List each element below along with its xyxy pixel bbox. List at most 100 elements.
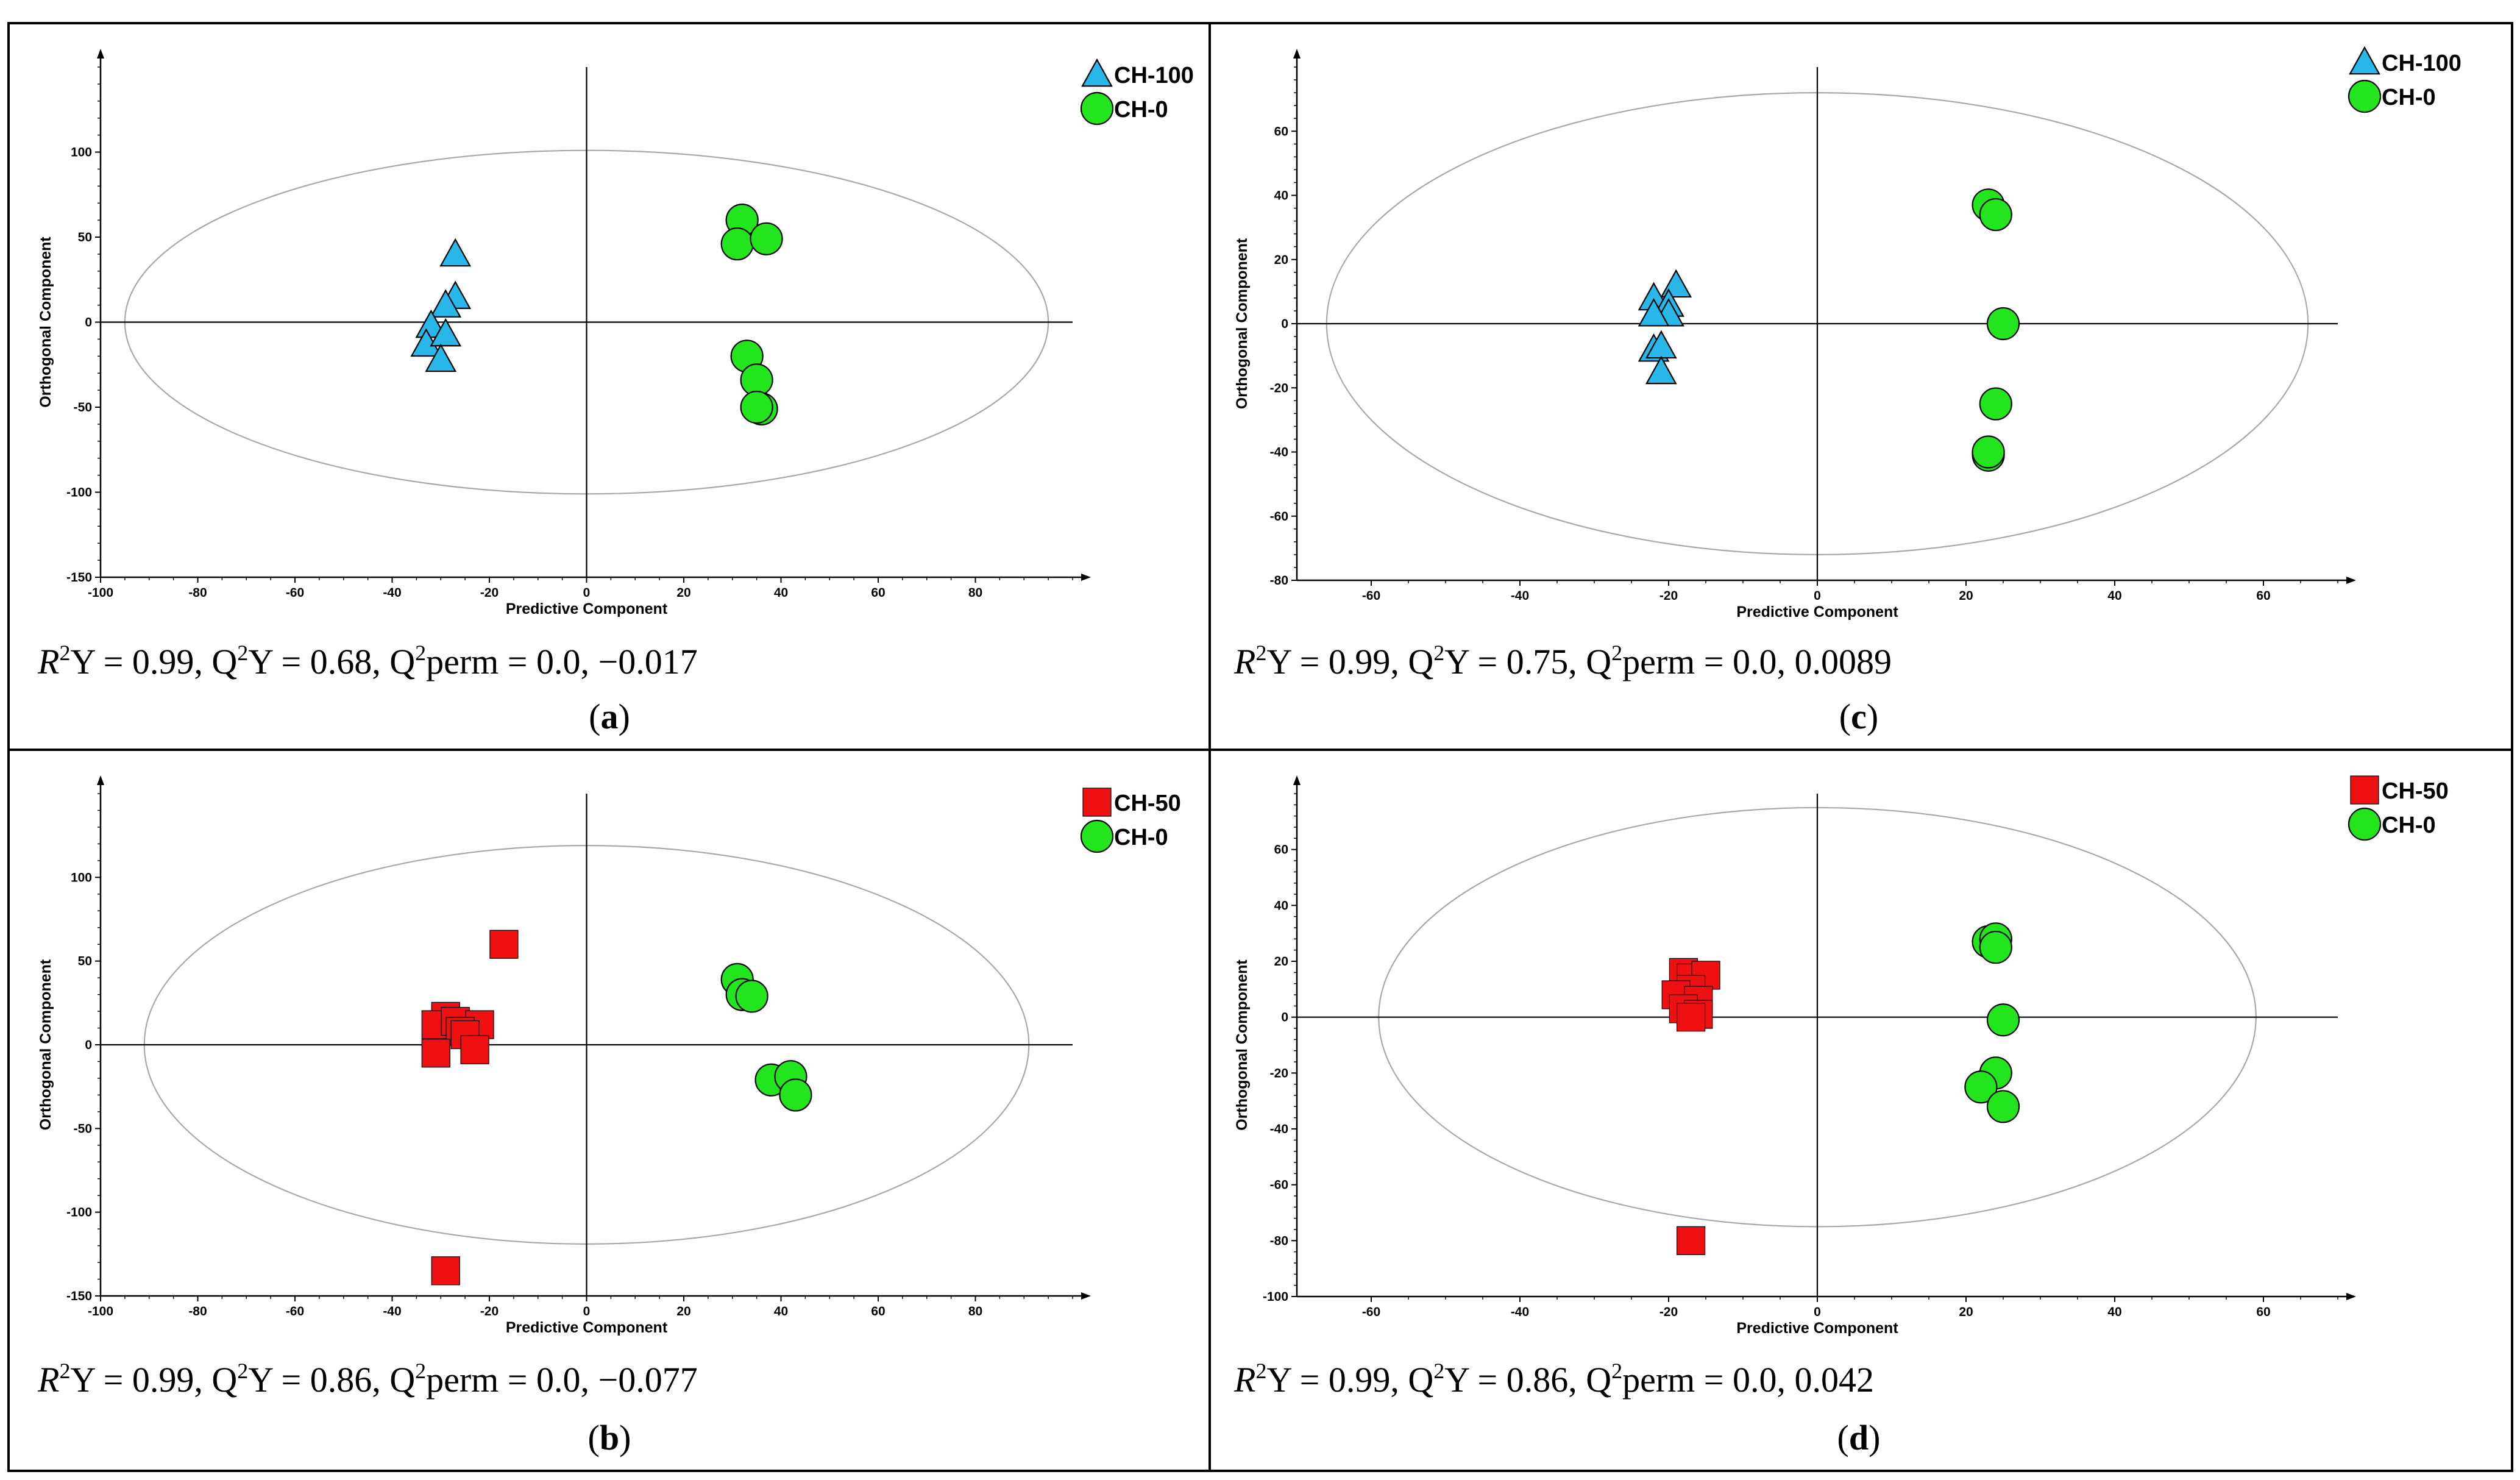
y-tick-label: 60 <box>1274 843 1288 857</box>
x-tick-label: -60 <box>286 1304 304 1318</box>
legend-marker-ch-100 <box>2349 46 2380 75</box>
x-tick-label: -60 <box>1362 1305 1380 1319</box>
x-tick-label: 40 <box>2107 589 2121 603</box>
x-tick-label: -100 <box>88 1304 113 1318</box>
legend-marker-ch-50 <box>2350 775 2379 805</box>
y-tick-label: -20 <box>1270 381 1288 395</box>
y-tick-label: 0 <box>1281 1011 1288 1025</box>
x-tick-label: -20 <box>1659 589 1678 603</box>
data-point-ch-0 <box>1986 1090 2020 1123</box>
y-tick-label: -40 <box>1270 446 1288 460</box>
data-point-ch-50 <box>431 1256 460 1286</box>
y-tick-label: -150 <box>66 1289 92 1303</box>
x-tick-label: 60 <box>2256 1305 2270 1319</box>
data-point-ch-0 <box>1972 435 2005 469</box>
panel-a: -100 -80 -60 -40 -20 0 20 40 60 80-150-100-500501… <box>37 49 1194 736</box>
data-point-ch-100 <box>430 318 462 347</box>
y-tick-label: 0 <box>85 316 92 330</box>
x-axis-title: Predictive Component <box>1736 603 1898 621</box>
y-tick-label: -40 <box>1270 1122 1288 1136</box>
data-point-ch-0 <box>779 1078 812 1112</box>
stats-line: R2Y = 0.99, Q2Y = 0.68, Q2perm = 0.0, −0… <box>37 641 698 681</box>
legend-label-ch-0: CH-0 <box>2382 85 2436 110</box>
x-tick-label: 80 <box>968 586 982 600</box>
x-tick-label: 20 <box>676 586 690 600</box>
data-point-ch-0 <box>1979 387 2012 421</box>
y-tick-label: -50 <box>74 1122 92 1136</box>
x-axis-arrow <box>1081 574 1091 581</box>
legend-label-ch-0: CH-0 <box>1114 97 1168 123</box>
x-tick-label: 40 <box>774 586 788 600</box>
y-tick-label: 0 <box>1281 317 1288 331</box>
y-axis-title: Orthogonal Component <box>37 237 54 408</box>
x-tick-label: 0 <box>583 1304 591 1318</box>
data-point-ch-50 <box>421 1039 450 1068</box>
x-tick-label: -100 <box>88 586 113 600</box>
x-tick-label: 40 <box>774 1304 788 1318</box>
legend-label-ch-0: CH-0 <box>2382 813 2436 838</box>
data-point-ch-0 <box>1964 1070 1998 1104</box>
y-tick-label: 50 <box>78 230 92 244</box>
panel-c: -60 -40 -20 0 20 40 60 -80 -60 -40 -20 0 20 40 60 Predi… <box>1233 46 2461 736</box>
panel-caption: (c) <box>1839 697 1878 736</box>
x-tick-label: 20 <box>676 1304 690 1318</box>
y-tick-label: -50 <box>74 400 92 414</box>
x-tick-label: -80 <box>188 1304 207 1318</box>
x-tick-label: 0 <box>583 586 591 600</box>
legend-marker-ch-50 <box>1082 788 1112 817</box>
legend-label-ch-100: CH-100 <box>1114 63 1194 88</box>
panel-caption: (d) <box>1837 1418 1881 1457</box>
y-tick-label: -100 <box>66 486 92 500</box>
y-tick-label: 60 <box>1274 124 1288 138</box>
x-tick-label: -40 <box>383 586 401 600</box>
data-point-ch-100 <box>1645 355 1677 385</box>
data-point-ch-100 <box>425 343 457 372</box>
data-point-ch-100 <box>430 289 462 318</box>
y-tick-label: -20 <box>1270 1066 1288 1080</box>
y-tick-label: 20 <box>1274 253 1288 267</box>
data-point-ch-0 <box>750 222 783 255</box>
y-tick-label: 40 <box>1274 189 1288 203</box>
x-tick-label: 0 <box>1814 589 1821 603</box>
y-tick-label: -80 <box>1270 574 1288 588</box>
data-point-ch-50 <box>1677 1226 1706 1255</box>
y-tick-label: 100 <box>71 870 92 884</box>
data-point-ch-50 <box>489 930 519 959</box>
x-tick-label: -40 <box>1511 1305 1529 1319</box>
y-tick-label: -100 <box>1263 1290 1288 1304</box>
x-tick-label: 20 <box>1959 1305 1973 1319</box>
panel-caption: (a) <box>589 697 630 736</box>
legend-label-ch-0: CH-0 <box>1114 825 1168 850</box>
stats-line: R2Y = 0.99, Q2Y = 0.75, Q2perm = 0.0, 0.… <box>1233 641 1892 681</box>
y-tick-label: 20 <box>1274 955 1288 969</box>
data-point-ch-50 <box>1677 1003 1706 1032</box>
x-tick-label: -40 <box>1511 589 1529 603</box>
data-point-ch-0 <box>1986 307 2020 341</box>
y-axis-arrow <box>1293 775 1301 785</box>
legend-marker-ch-0 <box>2348 807 2382 841</box>
x-tick-label: 60 <box>2256 589 2270 603</box>
data-point-ch-50 <box>450 1020 480 1050</box>
legend-marker-ch-100 <box>1081 58 1113 87</box>
y-tick-label: 40 <box>1274 898 1288 913</box>
legend-marker-ch-0 <box>2348 79 2382 113</box>
y-tick-label: 50 <box>78 955 92 969</box>
data-point-ch-0 <box>735 980 768 1013</box>
data-point-ch-0 <box>1986 1003 2020 1037</box>
y-axis-arrow <box>97 775 104 785</box>
legend-label-ch-50: CH-50 <box>1114 791 1181 816</box>
x-tick-label: -80 <box>188 586 207 600</box>
x-axis-title: Predictive Component <box>506 600 668 617</box>
stats-line: R2Y = 0.99, Q2Y = 0.86, Q2perm = 0.0, 0.… <box>1233 1359 1874 1400</box>
x-axis-title: Predictive Component <box>1736 1320 1898 1337</box>
x-tick-label: -60 <box>286 586 304 600</box>
x-axis-arrow <box>2346 1293 2356 1300</box>
data-point-ch-100 <box>1660 269 1692 298</box>
y-tick-label: -60 <box>1270 510 1288 524</box>
x-tick-label: 80 <box>968 1304 982 1318</box>
y-axis-arrow <box>97 49 104 59</box>
x-tick-label: -20 <box>480 1304 499 1318</box>
data-point-ch-100 <box>1638 297 1670 327</box>
y-tick-label: -80 <box>1270 1234 1288 1248</box>
